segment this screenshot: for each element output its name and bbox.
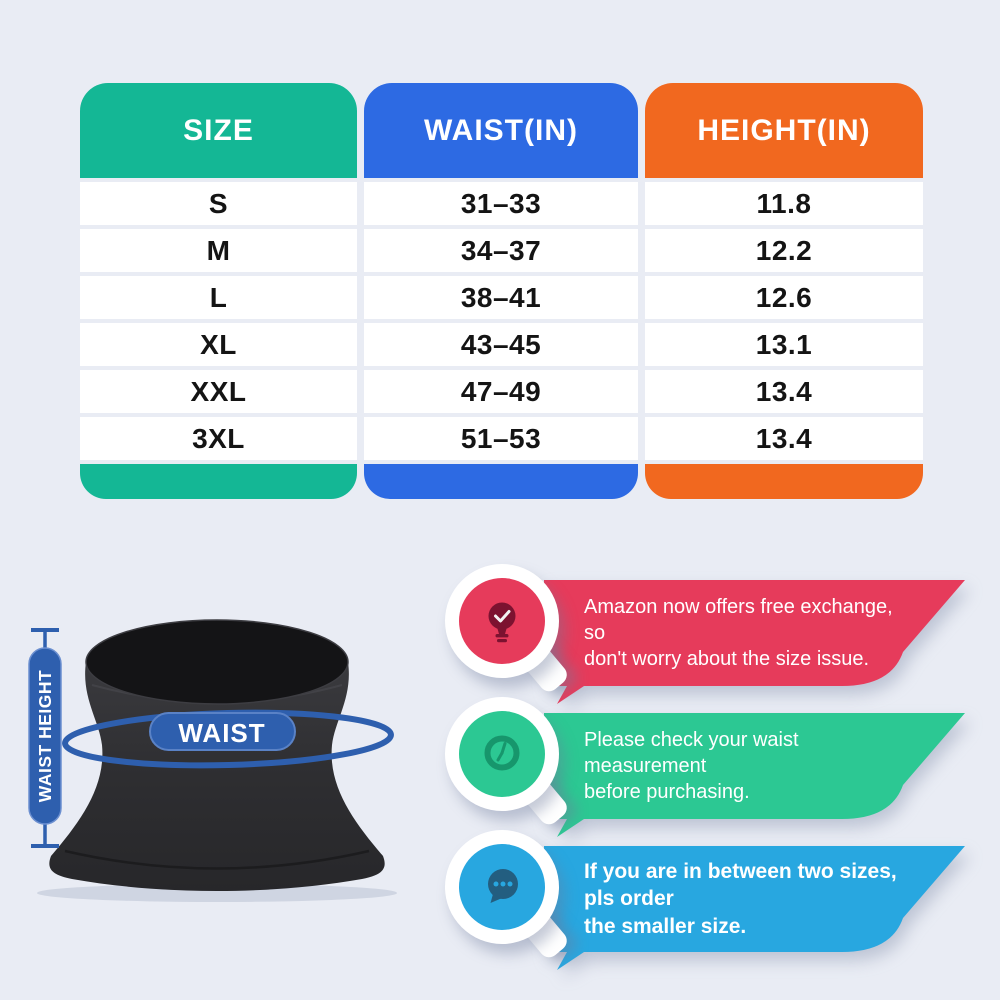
waist-height-badge-label: WAIST HEIGHT — [35, 670, 55, 802]
callout-check-measurement: Please check your waist measurement befo… — [440, 697, 980, 847]
callout-banner — [544, 580, 965, 704]
table-footer-bar — [80, 464, 357, 499]
table-cell-height: 13.4 — [645, 417, 923, 460]
waist-height-badge — [28, 647, 62, 825]
clock-icon — [459, 711, 545, 797]
trainer-shadow — [37, 884, 397, 902]
table-footer-bar — [364, 464, 638, 499]
lightbulb-check-icon — [459, 578, 545, 664]
callout-between-sizes: If you are in between two sizes, pls ord… — [440, 830, 980, 980]
trainer-opening — [85, 619, 349, 705]
callout-icon-badge — [445, 830, 571, 962]
waist-trainer-diagram: WAIST WAIST HEIGHT — [28, 619, 397, 902]
table-cell-height: 12.6 — [645, 276, 923, 319]
table-cell-size: M — [80, 229, 357, 272]
callout-icon-badge — [445, 564, 571, 696]
callout-free-exchange: Amazon now offers free exchange, so don'… — [440, 564, 980, 714]
banner-shape — [544, 580, 965, 704]
waist-badge-label: WAIST — [178, 718, 265, 748]
table-cell-size: S — [80, 182, 357, 225]
size-chart-table: SIZE WAIST(IN) HEIGHT(IN) S 31–33 11.8 M… — [80, 83, 923, 499]
banner-shape — [544, 846, 965, 970]
table-cell-height: 13.4 — [645, 370, 923, 413]
table-cell-waist: 31–33 — [364, 182, 638, 225]
table-cell-size: XL — [80, 323, 357, 366]
column-header-height: HEIGHT(IN) — [645, 83, 923, 178]
table-cell-size: 3XL — [80, 417, 357, 460]
callout-text: Please check your waist measurement befo… — [584, 729, 799, 803]
callout-banner — [544, 846, 965, 970]
table-cell-size: XXL — [80, 370, 357, 413]
table-footer-bar — [645, 464, 923, 499]
table-cell-waist: 51–53 — [364, 417, 638, 460]
callout-text: If you are in between two sizes, pls ord… — [584, 860, 897, 938]
table-cell-waist: 38–41 — [364, 276, 638, 319]
banner-shape — [544, 713, 965, 837]
callout-icon-badge — [445, 697, 571, 829]
table-cell-waist: 47–49 — [364, 370, 638, 413]
trainer-bottom-seam — [64, 849, 370, 870]
table-cell-waist: 43–45 — [364, 323, 638, 366]
column-header-waist: WAIST(IN) — [364, 83, 638, 178]
callout-text: Amazon now offers free exchange, so don'… — [584, 596, 893, 670]
table-cell-size: L — [80, 276, 357, 319]
table-cell-height: 12.2 — [645, 229, 923, 272]
table-cell-waist: 34–37 — [364, 229, 638, 272]
table-cell-height: 11.8 — [645, 182, 923, 225]
callout-banner — [544, 713, 965, 837]
table-cell-height: 13.1 — [645, 323, 923, 366]
waist-badge — [149, 712, 296, 751]
column-header-size: SIZE — [80, 83, 357, 178]
chat-dots-icon — [459, 844, 545, 930]
